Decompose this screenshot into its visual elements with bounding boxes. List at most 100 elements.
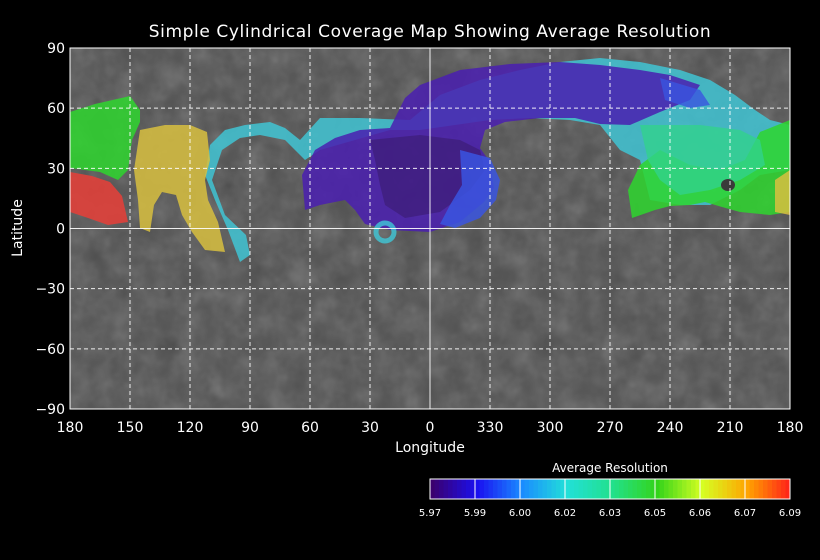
colorbar-swatch	[709, 479, 714, 499]
colorbar-swatch	[551, 479, 557, 499]
colorbar-label: 6.02	[554, 508, 576, 519]
gridlines	[70, 48, 790, 409]
colorbar-swatch	[682, 479, 687, 499]
colorbar-swatch	[538, 479, 543, 499]
y-tick-labels: 90 60 30 0 −30 −60 −90	[35, 41, 65, 418]
colorbar-swatch	[601, 479, 606, 499]
colorbar-swatch	[754, 479, 759, 499]
colorbar-swatch	[722, 479, 728, 499]
colorbar-label: 5.97	[419, 508, 441, 519]
colorbar-swatch	[695, 479, 701, 499]
colorbar-swatch	[506, 479, 512, 499]
colorbar-swatch	[560, 479, 566, 499]
green-coverage-region	[70, 96, 140, 180]
y-tick-label: 90	[47, 41, 65, 57]
colorbar-swatch	[520, 479, 525, 499]
blue-coverage-region	[440, 150, 500, 228]
colorbar-swatch	[646, 479, 651, 499]
x-tick-label: 300	[537, 420, 564, 436]
colorbar-swatch	[749, 479, 755, 499]
colorbar-swatch	[484, 479, 489, 499]
colorbar-swatch	[605, 479, 611, 499]
colorbar-label: 6.00	[509, 508, 531, 519]
colorbar-swatch	[718, 479, 723, 499]
colorbar-label: 6.09	[779, 508, 801, 519]
colorbar-label: 6.03	[599, 508, 621, 519]
colorbar-swatch	[497, 479, 503, 499]
colorbar-swatch	[470, 479, 476, 499]
colorbar-swatch	[583, 479, 588, 499]
colorbar-swatch	[668, 479, 674, 499]
colorbar-swatch	[664, 479, 669, 499]
y-axis-title: Latitude	[10, 199, 26, 257]
colorbar-swatch	[547, 479, 552, 499]
map-frame	[69, 47, 791, 410]
colorbar-swatch	[448, 479, 453, 499]
map-title: Simple Cylindrical Coverage Map Showing …	[148, 22, 712, 42]
colorbar-swatch	[565, 479, 570, 499]
colorbar-swatch	[659, 479, 665, 499]
colorbar-swatch	[610, 479, 615, 499]
colorbar-swatch	[466, 479, 471, 499]
x-tick-labels: 180 150 120 90 60 30 0 330 300 270 240 210 180	[57, 420, 804, 436]
colorbar-labels: 5.97 5.99 6.00 6.02 6.03 6.05 6.06 6.07 6.09	[419, 508, 801, 519]
colorbar-label: 6.06	[689, 508, 711, 519]
colorbar-swatch	[475, 479, 480, 499]
colorbar-swatch	[691, 479, 696, 499]
x-tick-label: 240	[657, 420, 684, 436]
colorbar-swatch	[592, 479, 597, 499]
colorbar-swatch	[515, 479, 521, 499]
x-tick-label: 330	[477, 420, 504, 436]
colorbar-swatch	[745, 479, 750, 499]
colorbar-swatch	[641, 479, 647, 499]
colorbar-swatch	[677, 479, 683, 499]
colorbar-swatch	[763, 479, 768, 499]
colorbar-swatch	[524, 479, 530, 499]
colorbar-swatch	[704, 479, 710, 499]
y-tick-label: 60	[47, 101, 65, 117]
colorbar-swatch	[511, 479, 516, 499]
colorbar-swatch	[443, 479, 449, 499]
colorbar-swatch	[493, 479, 498, 499]
dark-crater	[721, 179, 735, 191]
colorbar-swatch	[781, 479, 786, 499]
colorbar-swatch	[623, 479, 629, 499]
colorbar-swatch	[569, 479, 575, 499]
colorbar-swatch	[740, 479, 746, 499]
yellow-coverage-region-east	[775, 170, 790, 215]
x-tick-label: 270	[597, 420, 624, 436]
x-tick-label: 180	[57, 420, 84, 436]
colorbar-swatch	[650, 479, 656, 499]
colorbar-swatch	[785, 479, 791, 499]
colorbar-label: 5.99	[464, 508, 486, 519]
colorbar-label: 6.07	[734, 508, 756, 519]
colorbar-swatch	[533, 479, 539, 499]
colorbar-swatch	[736, 479, 741, 499]
colorbar-title: Average Resolution	[552, 461, 668, 475]
colorbar-swatch	[439, 479, 444, 499]
colorbar-frame	[429, 478, 791, 500]
x-axis-title: Longitude	[395, 440, 465, 456]
colorbar-swatch	[529, 479, 534, 499]
red-coverage-region	[70, 172, 128, 225]
colorbar-swatch	[479, 479, 485, 499]
colorbar-swatch	[502, 479, 507, 499]
y-tick-label: 30	[47, 161, 65, 177]
colorbar-swatch	[556, 479, 561, 499]
colorbar-swatch	[596, 479, 602, 499]
colorbar-swatch	[655, 479, 660, 499]
colorbar-swatch	[587, 479, 593, 499]
colorbar-swatch	[700, 479, 705, 499]
x-tick-label: 210	[717, 420, 744, 436]
coverage-regions	[70, 48, 790, 262]
colorbar-swatch	[686, 479, 692, 499]
colorbar-swatch	[578, 479, 584, 499]
cyan-coverage-ring	[373, 220, 397, 244]
colorbar-swatch	[637, 479, 642, 499]
x-tick-label: 60	[301, 420, 319, 436]
colorbar-swatch	[673, 479, 678, 499]
colorbar-swatch	[542, 479, 548, 499]
colorbar-swatch	[430, 479, 435, 499]
colorbar-swatch	[619, 479, 624, 499]
